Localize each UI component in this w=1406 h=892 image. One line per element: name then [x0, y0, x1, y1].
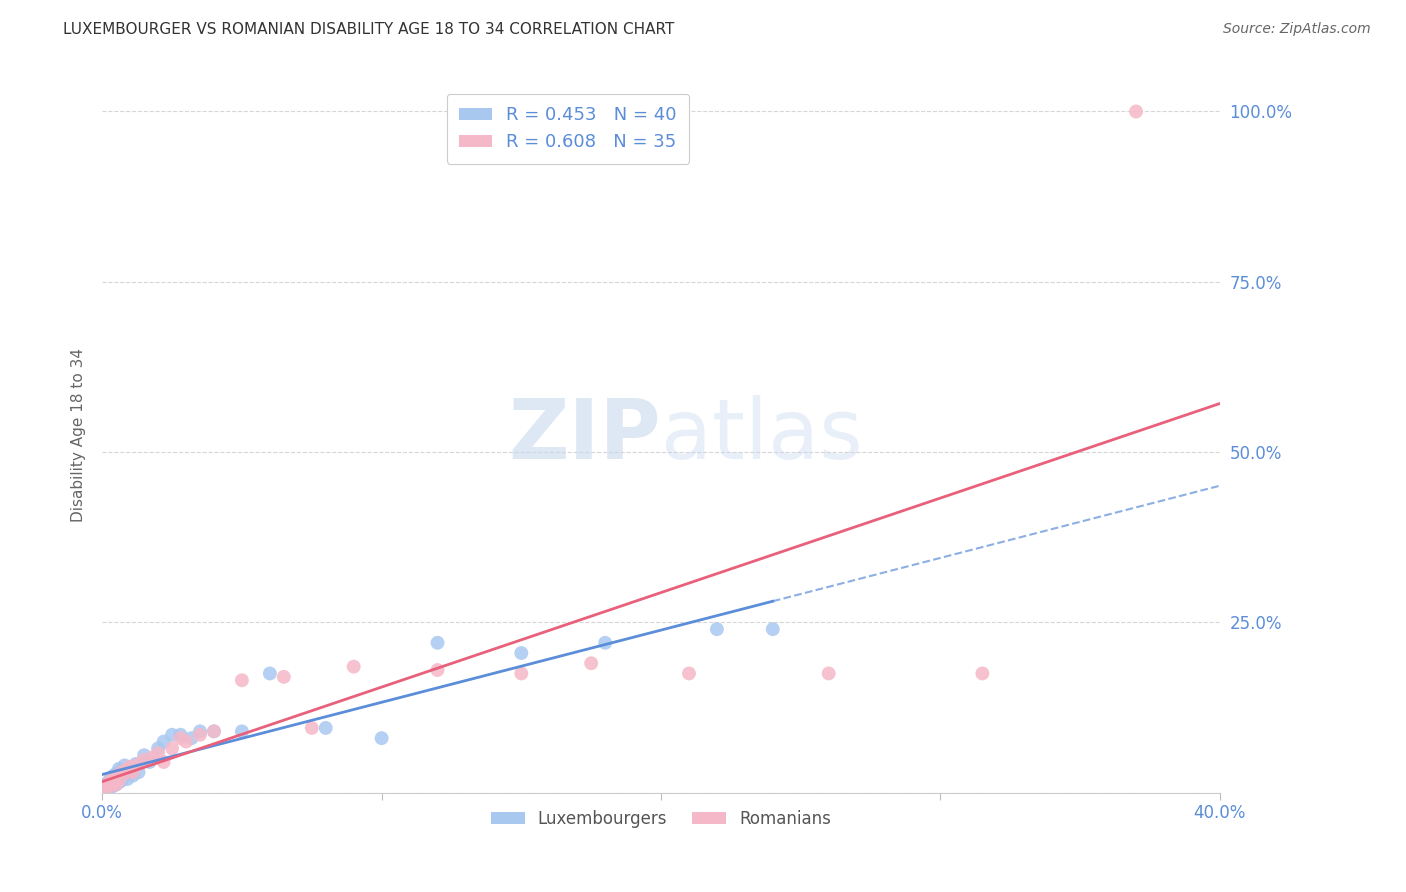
Point [100, 771, 122, 785]
Legend: Luxembourgers, Romanians: Luxembourgers, Romanians [485, 803, 838, 834]
Point [120, 762, 142, 776]
Point [103, 771, 125, 785]
Point [180, 731, 202, 746]
Point [128, 757, 150, 772]
Text: Source: ZipAtlas.com: Source: ZipAtlas.com [1223, 22, 1371, 37]
Point [108, 775, 131, 789]
Point [94, 779, 117, 793]
Point [100, 780, 122, 795]
Point [762, 622, 785, 636]
Point [343, 659, 366, 673]
Point [188, 724, 211, 739]
Point [105, 769, 128, 783]
Point [111, 773, 134, 788]
Point [108, 762, 131, 776]
Point [426, 636, 449, 650]
Point [141, 750, 163, 764]
Point [579, 657, 602, 671]
Point [111, 764, 134, 778]
Point [146, 746, 169, 760]
Point [114, 766, 136, 780]
Point [370, 731, 392, 746]
Point [120, 760, 142, 774]
Point [108, 773, 131, 788]
Point [510, 646, 533, 660]
Point [122, 765, 145, 780]
Y-axis label: Disability Age 18 to 34: Disability Age 18 to 34 [72, 348, 86, 522]
Point [114, 758, 136, 772]
Point [100, 779, 122, 793]
Point [202, 724, 225, 739]
Point [100, 773, 122, 788]
Point [94, 780, 117, 795]
Point [97, 775, 120, 789]
Point [188, 728, 211, 742]
Point [301, 721, 323, 735]
Point [103, 779, 125, 793]
Text: LUXEMBOURGER VS ROMANIAN DISABILITY AGE 18 TO 34 CORRELATION CHART: LUXEMBOURGER VS ROMANIAN DISABILITY AGE … [63, 22, 675, 37]
Point [231, 673, 253, 688]
Point [97, 777, 120, 791]
Point [125, 757, 148, 772]
Point [111, 765, 134, 780]
Point [146, 741, 169, 756]
Point [103, 769, 125, 783]
Point [510, 666, 533, 681]
Point [122, 769, 145, 783]
Point [138, 755, 160, 769]
Text: ZIP: ZIP [509, 394, 661, 475]
Point [259, 666, 281, 681]
Point [174, 734, 197, 748]
Point [315, 721, 337, 735]
Point [103, 775, 125, 789]
Point [105, 777, 128, 791]
Point [593, 636, 616, 650]
Point [706, 622, 728, 636]
Point [678, 666, 700, 681]
Point [169, 728, 191, 742]
Point [202, 724, 225, 739]
Point [97, 777, 120, 791]
Point [160, 741, 183, 756]
Point [105, 777, 128, 791]
Point [105, 773, 128, 788]
Point [426, 663, 449, 677]
Point [100, 773, 122, 788]
Point [169, 731, 191, 746]
Point [134, 753, 156, 767]
Point [103, 772, 125, 786]
Point [117, 772, 139, 786]
Point [817, 666, 839, 681]
Point [231, 724, 253, 739]
Point [152, 755, 174, 769]
Point [117, 762, 139, 776]
Point [105, 766, 128, 780]
Point [1125, 104, 1147, 119]
Text: atlas: atlas [661, 394, 863, 475]
Point [160, 728, 183, 742]
Point [273, 670, 295, 684]
Point [134, 748, 156, 763]
Point [972, 666, 994, 681]
Point [128, 765, 150, 780]
Point [152, 734, 174, 748]
